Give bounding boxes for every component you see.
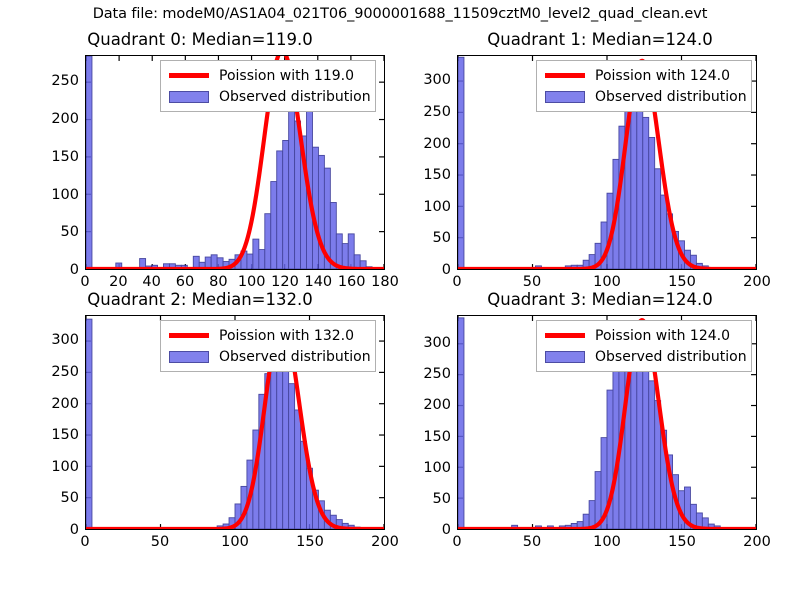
ytick-label: 250 [51, 73, 79, 90]
legend-row-observed: Observed distribution [168, 346, 371, 367]
legend-row-poisson: Poission with 124.0 [544, 325, 744, 346]
ytick-label: 0 [69, 262, 79, 278]
figure-suptitle: Data file: modeM0/AS1A04_021T06_90000016… [92, 6, 708, 22]
xtick-label: 0 [80, 534, 90, 550]
legend-quadrant-3[interactable]: Poission with 124.0 Observed distributio… [536, 320, 752, 372]
legend-label-poisson: Poission with 124.0 [595, 327, 730, 344]
subplot-quadrant-0: Quadrant 0: Median=119.0 0 50 100 150 200 250… [0, 28, 400, 300]
xtick-label: 100 [237, 274, 266, 290]
xtick-label: 150 [668, 274, 696, 290]
axes-quadrant-1 [457, 55, 757, 270]
xtick-label: 60 [175, 274, 195, 290]
poisson-line-icon [544, 328, 586, 344]
ytick-label: 250 [423, 366, 451, 383]
subplot-quadrant-2: Quadrant 2: Median=132.0 0 50 100 150 200 250… [0, 288, 400, 578]
ytick-label: 250 [423, 103, 451, 120]
xtick-label: 50 [150, 534, 170, 550]
ytick-label: 50 [60, 490, 79, 507]
plot-canvas-quadrant-2 [86, 316, 384, 529]
xtick-label: 200 [371, 534, 399, 550]
xtick-label: 50 [522, 534, 542, 550]
poisson-line-icon [168, 328, 210, 344]
histogram-patch-icon [544, 349, 586, 365]
xtick-label: 180 [371, 274, 399, 290]
xtick-label: 150 [296, 534, 324, 550]
histogram-patch-icon [168, 89, 210, 105]
xtick-label: 80 [209, 274, 228, 290]
xtick-label: 20 [109, 274, 128, 290]
ytick-label: 300 [423, 335, 451, 352]
legend-label-observed: Observed distribution [219, 348, 371, 365]
legend-quadrant-1[interactable]: Poission with 124.0 Observed distributio… [536, 60, 752, 112]
xtick-label: 200 [743, 534, 771, 550]
ytick-label: 100 [51, 458, 79, 475]
xtick-label: 100 [593, 274, 621, 290]
xtick-label: 200 [743, 274, 771, 290]
ytick-label: 0 [69, 522, 79, 538]
ytick-label: 150 [51, 427, 79, 444]
xtick-label: 120 [271, 274, 299, 290]
ytick-label: 300 [51, 332, 79, 349]
subplot-title-quadrant-3: Quadrant 3: Median=124.0 [487, 290, 713, 309]
ytick-label: 100 [423, 198, 451, 215]
ytick-label: 200 [423, 397, 451, 414]
subplot-quadrant-1: Quadrant 1: Median=124.0 0 50 100 150 200 250… [400, 28, 800, 300]
ytick-label: 200 [51, 395, 79, 412]
subplot-quadrant-3: Quadrant 3: Median=124.0 0 50 100 150 200 250… [400, 288, 800, 578]
xtick-label: 100 [593, 534, 621, 550]
legend-label-observed: Observed distribution [595, 88, 747, 105]
ytick-label: 0 [441, 522, 451, 538]
xtick-label: 160 [337, 274, 366, 290]
subplot-title-quadrant-0: Quadrant 0: Median=119.0 [87, 30, 313, 49]
ytick-label: 50 [432, 490, 451, 507]
xtick-label: 0 [452, 274, 462, 290]
ytick-label: 0 [441, 262, 451, 278]
poisson-line-icon [544, 68, 586, 84]
legend-label-observed: Observed distribution [595, 348, 747, 365]
xtick-label: 0 [80, 274, 90, 290]
legend-label-poisson: Poission with 119.0 [219, 67, 354, 84]
ytick-label: 300 [423, 72, 451, 89]
ytick-label: 150 [423, 167, 451, 184]
xtick-label: 100 [221, 534, 249, 550]
legend-label-poisson: Poission with 132.0 [219, 327, 354, 344]
xtick-label: 150 [668, 534, 696, 550]
ytick-label: 100 [423, 459, 451, 476]
histogram-patch-icon [168, 349, 210, 365]
legend-row-observed: Observed distribution [544, 346, 747, 367]
xtick-label: 140 [304, 274, 333, 290]
subplot-title-quadrant-1: Quadrant 1: Median=124.0 [487, 30, 713, 49]
legend-quadrant-2[interactable]: Poission with 132.0 Observed distributio… [160, 320, 376, 372]
legend-label-poisson: Poission with 124.0 [595, 67, 730, 84]
ytick-label: 200 [51, 111, 79, 128]
legend-quadrant-0[interactable]: Poission with 119.0 Observed distributio… [160, 60, 376, 112]
ytick-label: 150 [51, 148, 79, 165]
legend-row-observed: Observed distribution [544, 86, 747, 107]
xtick-label: 40 [142, 274, 161, 290]
legend-row-poisson: Poission with 132.0 [168, 325, 368, 346]
legend-row-poisson: Poission with 119.0 [168, 65, 368, 86]
ytick-label: 100 [51, 186, 79, 203]
plot-canvas-quadrant-1 [458, 56, 756, 269]
ytick-label: 200 [423, 135, 451, 152]
histogram-patch-icon [544, 89, 586, 105]
ytick-label: 150 [423, 428, 451, 445]
legend-row-poisson: Poission with 124.0 [544, 65, 744, 86]
xtick-label: 0 [452, 534, 462, 550]
ytick-label: 250 [51, 363, 79, 380]
ytick-label: 50 [432, 230, 451, 247]
subplot-title-quadrant-2: Quadrant 2: Median=132.0 [87, 290, 313, 309]
legend-label-observed: Observed distribution [219, 88, 371, 105]
legend-row-observed: Observed distribution [168, 86, 371, 107]
ytick-label: 50 [60, 224, 79, 241]
xtick-label: 50 [522, 274, 542, 290]
poisson-line-icon [168, 68, 210, 84]
